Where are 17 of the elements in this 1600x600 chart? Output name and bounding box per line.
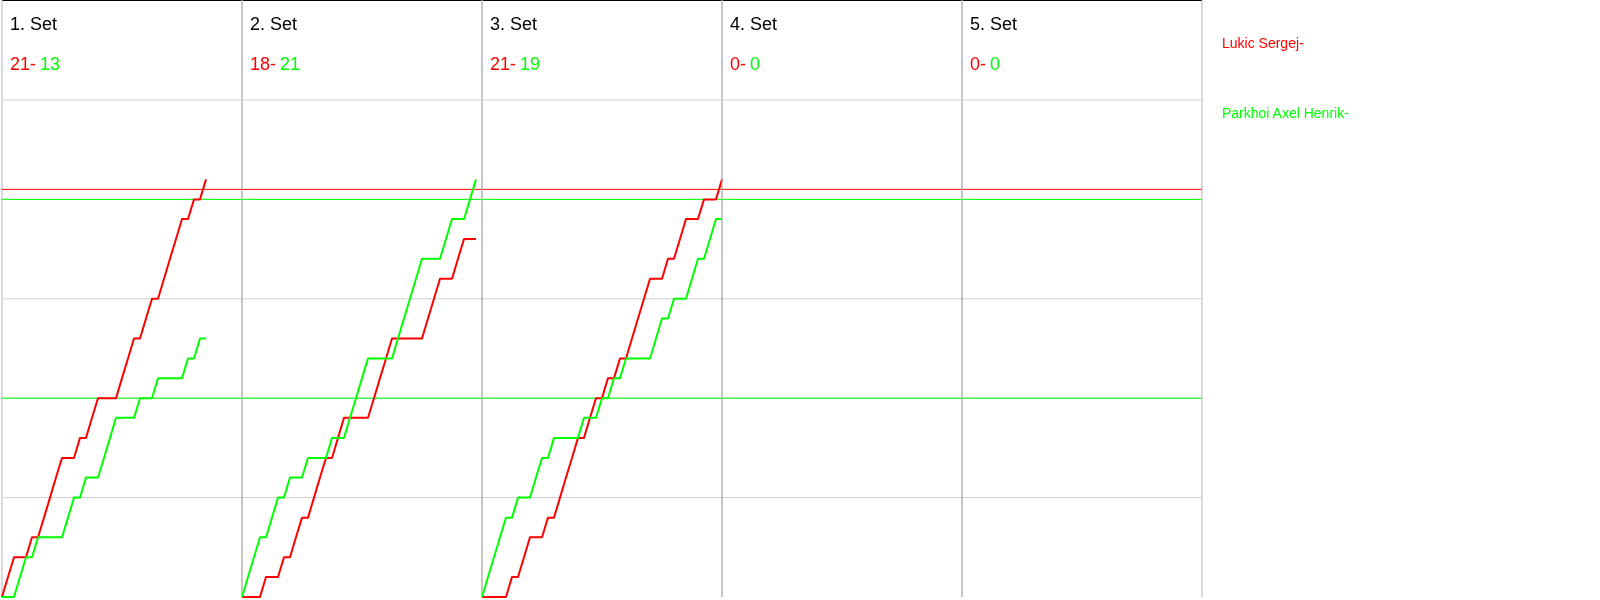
- text: 4. Set: [730, 14, 778, 34]
- chart-title: 2. Set: [250, 14, 298, 34]
- text: 0-: [730, 54, 747, 74]
- chart-title: 3. Set: [490, 14, 538, 34]
- text: 21-: [10, 54, 37, 74]
- text: 21-: [490, 54, 517, 74]
- text: 13: [40, 54, 61, 74]
- text: 21: [280, 54, 301, 74]
- text: Lukic Sergej-: [1222, 35, 1305, 51]
- text: 5. Set: [970, 14, 1018, 34]
- text: 19: [520, 54, 541, 74]
- text: 0: [990, 54, 1001, 74]
- text: Parkhoi Axel Henrik-: [1222, 105, 1350, 121]
- text: 18-: [250, 54, 277, 74]
- text: 0-: [970, 54, 987, 74]
- text: 0: [750, 54, 761, 74]
- chart-title: 1. Set: [10, 14, 58, 34]
